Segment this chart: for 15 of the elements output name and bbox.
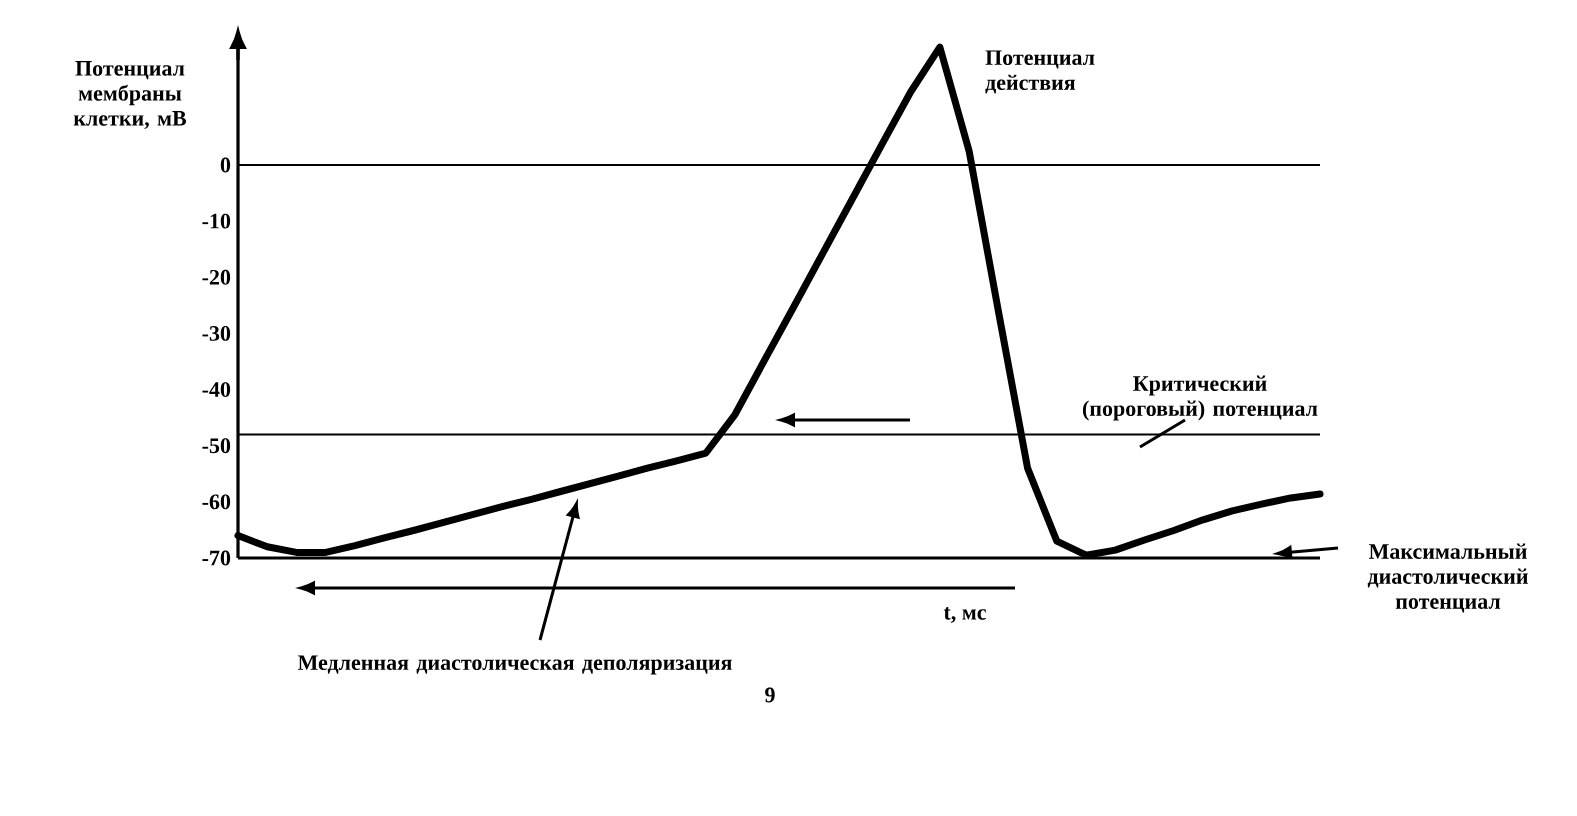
y-tick-label: -50: [202, 438, 231, 454]
y-tick-label: -40: [202, 382, 231, 397]
annotation: Потенциал действия: [985, 50, 1095, 94]
y-tick-label: -20: [202, 269, 231, 285]
y-tick-label: -70: [202, 550, 231, 566]
y-tick-label: -30: [202, 326, 231, 341]
text: Максимальный диастолический потенциал: [1367, 543, 1528, 613]
y-axis-title: Потенциал мембраны клетки, мВ: [73, 61, 187, 129]
x-axis-title: t, мс: [943, 607, 987, 623]
ref-line-label: Критический (пороговый) потенциал: [1082, 375, 1318, 421]
y-tick-label: 0: [220, 157, 231, 173]
text: 9: [765, 687, 775, 703]
text: Медленная диастолическая деполяризация: [297, 655, 732, 675]
y-tick-label: -60: [202, 494, 231, 510]
y-tick-label: -10: [202, 213, 231, 229]
